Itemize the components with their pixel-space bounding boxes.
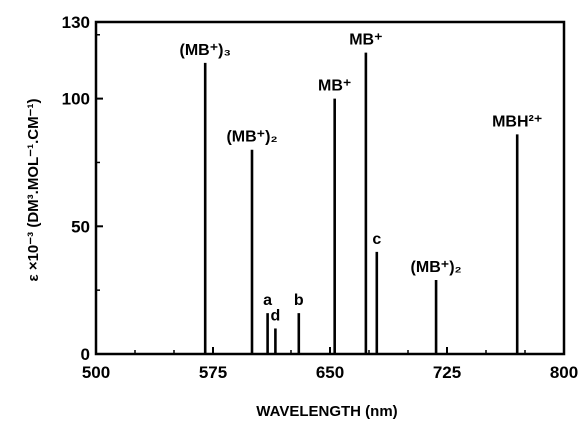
- plot-frame: [94, 20, 566, 356]
- x-tick-label: 800: [550, 363, 578, 382]
- peak-label: c: [372, 231, 381, 248]
- y-tick-label: 50: [71, 217, 90, 236]
- peak-label: MBH²⁺: [492, 113, 542, 130]
- x-axis: 500 575 650 725 800: [82, 347, 578, 382]
- y-tick-label: 100: [62, 90, 90, 109]
- x-tick-label: 500: [82, 363, 110, 382]
- peak-label: (MB⁺)₂: [411, 259, 462, 276]
- peak-lines: [203, 52, 519, 354]
- peak-labels: (MB⁺)₃ (MB⁺)₂ adb MB⁺ MB⁺ c (MB⁺)₂ MBH²⁺: [180, 32, 543, 325]
- peak-label: a: [263, 292, 272, 309]
- x-tick-label: 575: [199, 363, 227, 382]
- peak-label: b: [294, 292, 304, 309]
- y-tick-label: 130: [62, 13, 90, 32]
- y-axis: 0 50 100 130: [62, 13, 103, 364]
- x-tick-label: 650: [316, 363, 344, 382]
- peak-label: (MB⁺)₃: [180, 42, 231, 59]
- x-axis-title: WAVELENGTH (nm): [256, 403, 397, 420]
- peak-label: d: [271, 307, 281, 324]
- x-tick-label: 725: [433, 363, 461, 382]
- peak-label: (MB⁺)₂: [226, 129, 277, 146]
- y-axis-title: ε ×10⁻³ (DM³.MOL⁻¹.CM⁻¹): [25, 99, 42, 282]
- peak-label: MB⁺: [349, 32, 382, 49]
- peak-label: MB⁺: [318, 78, 351, 95]
- y-tick-label: 0: [81, 345, 90, 364]
